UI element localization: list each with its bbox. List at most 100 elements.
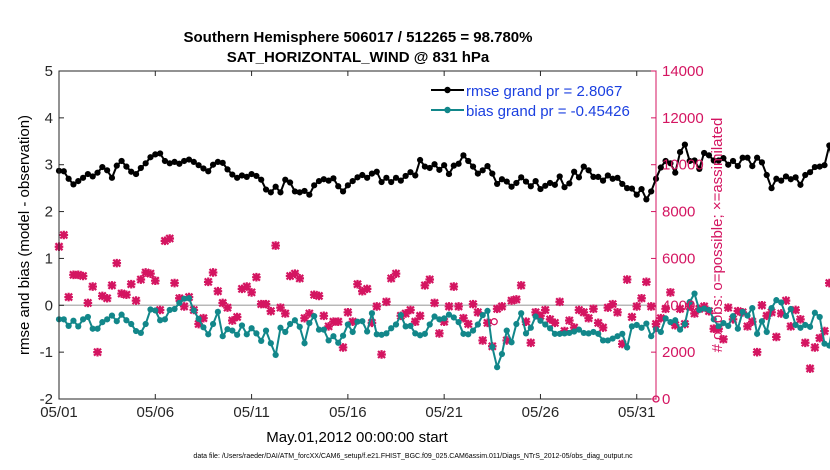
- rmse-point: [705, 152, 713, 159]
- bias-point: [821, 340, 828, 347]
- obs-assimilated-marker: [252, 272, 261, 282]
- bias-point: [701, 305, 708, 312]
- rmse-point: [522, 178, 530, 185]
- rmse-point: [676, 148, 684, 156]
- obs-assimilated-marker: [199, 313, 208, 323]
- obs-assimilated-marker: [565, 316, 574, 325]
- y2-tick-label: 4000: [662, 297, 695, 314]
- bias-point: [710, 316, 717, 323]
- rmse-series: [55, 141, 830, 203]
- obs-assimilated-marker: [242, 282, 252, 291]
- bias-point: [450, 314, 457, 321]
- rmse-point: [792, 174, 799, 181]
- obs-assimilated-marker: [141, 268, 150, 277]
- bias-point: [826, 342, 830, 349]
- obs-assimilated-marker: [728, 315, 738, 324]
- rmse-point: [532, 178, 539, 185]
- bias-point: [749, 304, 756, 312]
- obs-assimilated-marker: [203, 277, 213, 287]
- bias-point: [118, 311, 125, 318]
- bias-point: [469, 327, 477, 334]
- obs-assimilated-marker: [757, 300, 767, 310]
- bias-point: [209, 320, 217, 328]
- obs-assimilated-marker: [208, 268, 218, 277]
- obs-assimilated-marker: [603, 303, 613, 312]
- bias-point: [508, 339, 515, 346]
- obs-assimilated-marker: [536, 311, 545, 321]
- bias-point: [667, 319, 674, 326]
- rmse-point: [229, 171, 236, 178]
- obs-assimilated-marker: [386, 274, 396, 283]
- rmse-point: [181, 157, 188, 165]
- obs-assimilated-marker: [261, 299, 271, 309]
- obs-assimilated-marker: [425, 275, 435, 284]
- bias-point: [243, 331, 250, 338]
- rmse-point: [715, 157, 722, 164]
- bias-point: [185, 295, 193, 302]
- rmse-point: [89, 173, 96, 180]
- bias-point: [205, 331, 212, 338]
- rmse-point: [590, 173, 597, 180]
- y-axis-right: 0 2000 4000 6000 8000 10000 12000 14000: [651, 63, 704, 408]
- bias-point: [113, 318, 120, 325]
- bias-point: [773, 297, 780, 304]
- rmse-point: [445, 170, 453, 178]
- bias-point: [354, 318, 361, 325]
- bias-point: [272, 351, 279, 359]
- obs-assimilated-marker: [555, 297, 565, 307]
- bias-point: [407, 322, 414, 330]
- obs-assimilated-marker: [800, 338, 810, 348]
- bias-point: [532, 313, 539, 320]
- obs-assimilated-marker: [170, 278, 179, 288]
- bias-point: [75, 323, 82, 330]
- rmse-point: [575, 174, 583, 181]
- obs-assimilated-marker: [295, 274, 305, 283]
- rmse-point: [479, 167, 486, 174]
- bias-point: [792, 321, 799, 329]
- bias-point: [70, 317, 77, 324]
- rmse-point: [797, 181, 804, 188]
- rmse-point: [359, 171, 366, 179]
- rmse-point: [339, 188, 347, 195]
- obs-assimilated-marker: [622, 275, 632, 284]
- rmse-point: [821, 162, 828, 169]
- bias-point: [132, 327, 140, 335]
- rmse-point: [518, 174, 525, 181]
- rmse-point: [200, 165, 207, 172]
- rmse-point: [604, 172, 611, 179]
- obs-assimilated-marker: [319, 311, 329, 321]
- rmse-point: [551, 181, 558, 188]
- obs-assimilated-marker: [155, 305, 165, 315]
- bias-point: [797, 324, 804, 331]
- rmse-point: [137, 164, 144, 172]
- bias-point: [806, 323, 814, 330]
- obs-assimilated-marker: [584, 313, 593, 323]
- obs-assimilated-marker: [531, 308, 540, 317]
- rmse-point: [595, 173, 602, 180]
- bias-point: [595, 330, 602, 337]
- bias-point: [561, 330, 568, 337]
- obs-assimilated-marker: [608, 299, 617, 309]
- bias-point: [633, 321, 640, 329]
- obs-assimilated-marker: [247, 288, 256, 297]
- rmse-point: [542, 182, 549, 189]
- obs-assimilated-marker: [280, 309, 290, 318]
- bias-point: [84, 313, 91, 321]
- plot-area: [59, 71, 656, 399]
- bias-point: [648, 333, 655, 340]
- bias-point: [590, 328, 597, 336]
- rmse-point: [734, 163, 741, 170]
- obs-assimilated-marker: [266, 306, 276, 316]
- bias-point: [542, 321, 549, 328]
- rmse-point: [94, 169, 101, 176]
- obs-assimilated-marker: [333, 317, 343, 326]
- bias-point: [359, 318, 366, 325]
- obs-assimilated-marker: [449, 282, 459, 291]
- bias-point: [614, 333, 621, 340]
- rmse-point: [787, 176, 794, 183]
- rmse-point: [503, 178, 510, 185]
- rmse-point: [571, 168, 578, 175]
- obs-assimilated-marker: [670, 320, 680, 330]
- bias-point: [489, 343, 496, 351]
